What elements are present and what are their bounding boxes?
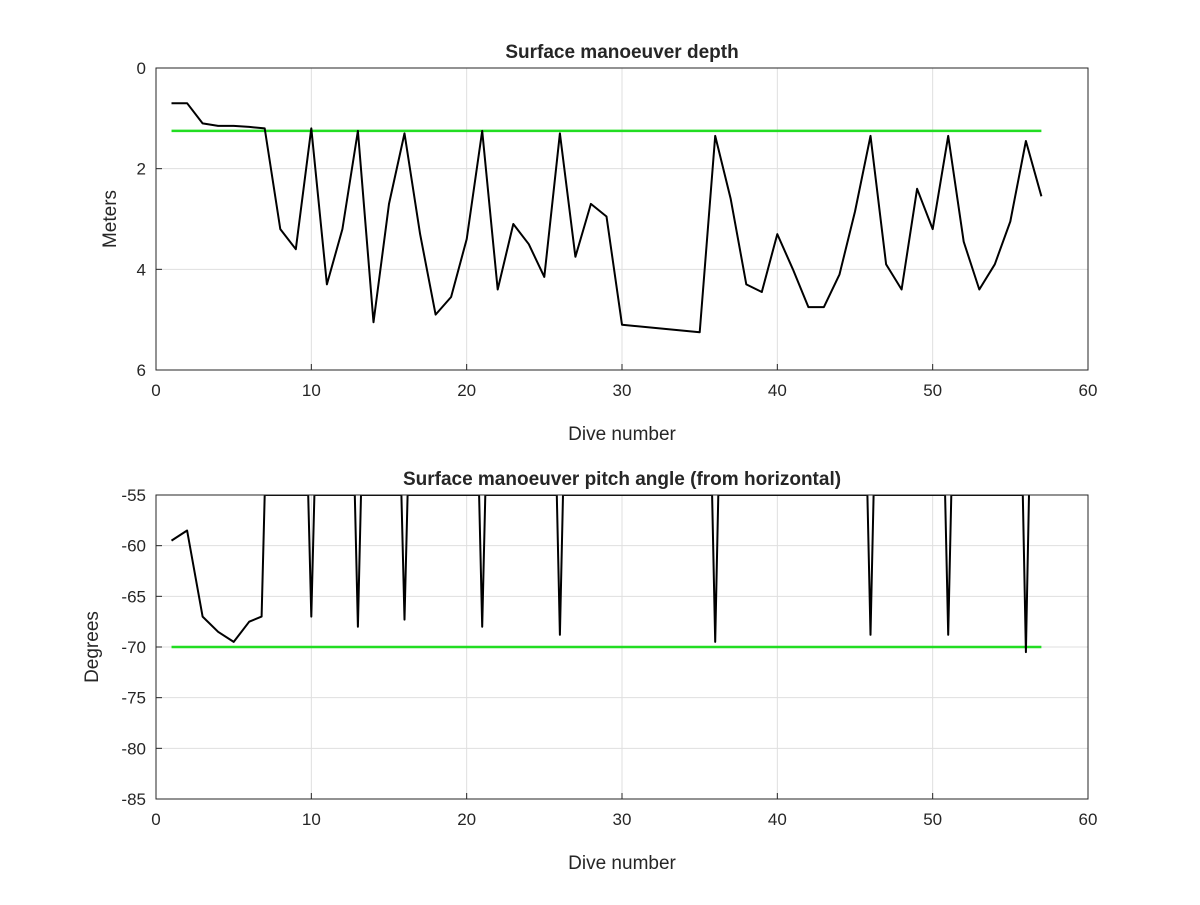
pitch-lines: [170, 495, 1042, 654]
pitch-series-line: [170, 495, 1030, 654]
pitch-x-tick-label: 50: [923, 810, 942, 829]
depth-x-tick-label: 20: [457, 381, 476, 400]
depth-ticks: 0 10 20 30 40 50 60 0 2 4 6: [137, 59, 1098, 400]
pitch-y-tick-label: -85: [121, 790, 146, 809]
pitch-y-tick-label: -80: [121, 739, 146, 758]
pitch-x-tick-label: 30: [613, 810, 632, 829]
pitch-y-tick-label: -60: [121, 537, 146, 556]
pitch-y-tick-label: -55: [121, 486, 146, 505]
pitch-x-tick-label: 0: [151, 810, 160, 829]
pitch-x-axis-label: Dive number: [568, 853, 676, 874]
pitch-chart: 0 10 20 30 40 50 60 -55 -60 -65 -70 -75 -80 -85 Surfa…: [82, 469, 1097, 874]
pitch-y-axis-label: Degrees: [82, 611, 103, 683]
depth-y-tick-label: 6: [137, 361, 146, 380]
depth-y-tick-label: 2: [137, 160, 146, 179]
pitch-x-tick-label: 10: [302, 810, 321, 829]
pitch-chart-title: Surface manoeuver pitch angle (from hori…: [403, 469, 841, 490]
depth-chart-title: Surface manoeuver depth: [505, 42, 738, 63]
pitch-ticks: 0 10 20 30 40 50 60 -55 -60 -65 -70 -75 -80 -85: [121, 486, 1097, 829]
pitch-y-tick-label: -65: [121, 587, 146, 606]
depth-y-tick-label: 4: [137, 260, 146, 279]
depth-x-tick-label: 10: [302, 381, 321, 400]
depth-x-tick-label: 40: [768, 381, 787, 400]
pitch-x-tick-label: 60: [1079, 810, 1098, 829]
depth-x-tick-label: 30: [613, 381, 632, 400]
depth-lines: [171, 102, 1043, 334]
pitch-y-tick-label: -70: [121, 638, 146, 657]
depth-series-line: [171, 102, 1043, 334]
depth-x-tick-label: 0: [151, 381, 160, 400]
depth-y-axis-label: Meters: [100, 190, 121, 248]
depth-y-tick-label: 0: [137, 59, 146, 78]
pitch-x-tick-label: 20: [457, 810, 476, 829]
depth-chart: 0 10 20 30 40 50 60 0 2 4 6 Surface manoeuver dept…: [100, 42, 1097, 445]
depth-x-tick-label: 50: [923, 381, 942, 400]
depth-x-axis-label: Dive number: [568, 424, 676, 445]
pitch-y-tick-label: -75: [121, 689, 146, 708]
depth-x-tick-label: 60: [1079, 381, 1098, 400]
pitch-x-tick-label: 40: [768, 810, 787, 829]
